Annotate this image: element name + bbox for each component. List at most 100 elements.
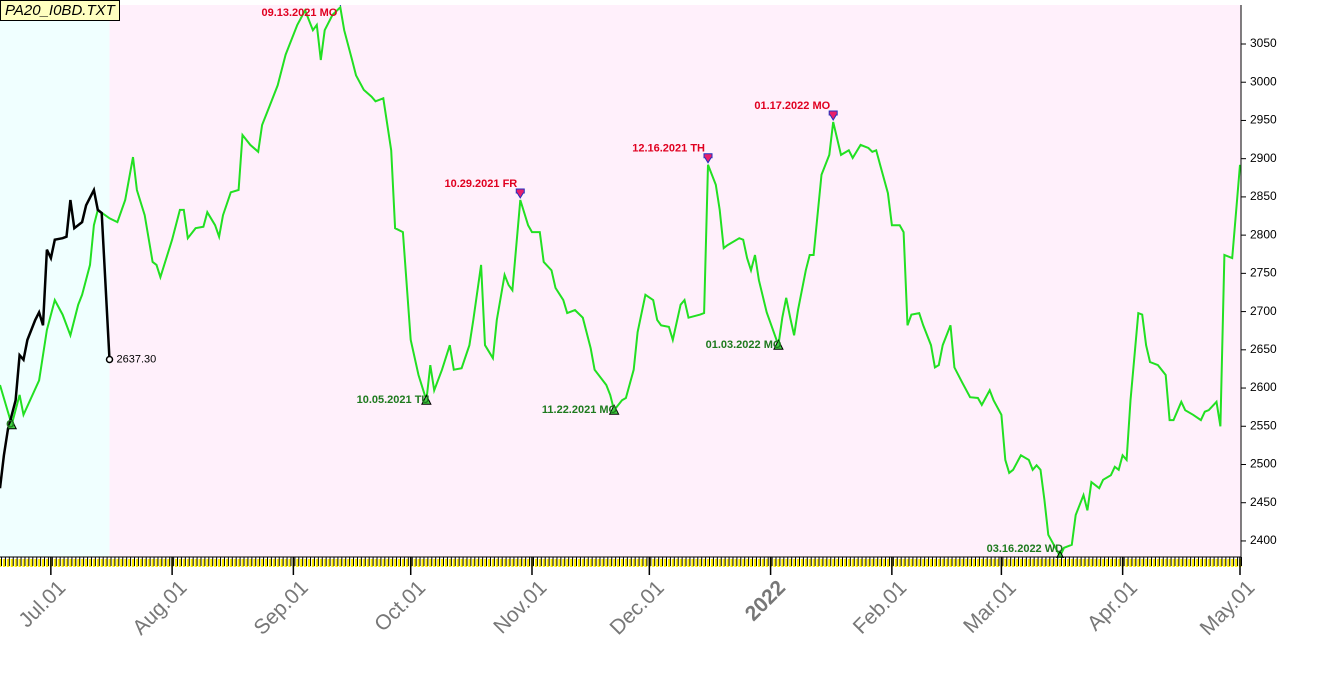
day-tick [902,559,906,567]
day-tick [401,559,405,567]
day-tick [558,559,561,567]
day-tick [339,559,342,567]
day-tick [1133,559,1136,567]
day-tick [425,559,428,567]
day-tick [38,559,41,567]
day-tick [69,559,72,567]
day-tick [988,559,992,567]
day-tick [519,559,522,567]
day-tick [26,559,29,567]
x-tick-label: Aug.01 [128,576,191,639]
day-tick [1062,559,1066,567]
day-tick [253,559,256,567]
day-tick [1059,559,1062,567]
day-tick [296,559,299,567]
day-tick [581,559,585,567]
day-tick [636,559,640,567]
day-tick [1055,559,1058,567]
day-tick [276,559,280,567]
peak-label: 12.16.2021 TH [632,143,705,155]
day-tick [523,559,526,567]
trough-label: 03.16.2022 WD [987,543,1063,555]
trough-marker [6,418,18,430]
day-tick [378,559,381,567]
day-tick [534,559,538,567]
day-tick [135,559,139,567]
day-tick [965,559,968,567]
day-tick [104,559,108,567]
day-tick [710,559,714,567]
day-tick [417,559,421,567]
day-tick [1184,559,1187,567]
day-tick [1004,559,1007,567]
day-tick [257,559,260,567]
day-tick [976,559,980,567]
day-tick [879,559,882,567]
day-tick [343,559,346,567]
day-tick [1192,559,1195,567]
x-tick-label: Dec.01 [605,576,668,639]
day-tick [683,559,687,567]
day-tick [284,559,288,567]
day-tick [929,559,933,567]
day-tick [546,559,550,567]
day-tick [601,559,604,567]
day-tick [1235,559,1238,567]
day-tick [605,559,608,567]
day-tick [973,559,976,567]
day-tick [937,559,941,567]
trough-marker [1056,550,1065,558]
day-tick [178,559,182,567]
day-tick [241,559,245,567]
x-tick-label: Jul.01 [14,576,70,632]
y-tick-label: 2700 [1250,304,1277,318]
day-tick [875,559,878,567]
day-tick [210,559,213,567]
day-tick [765,559,769,567]
day-tick [1137,559,1140,567]
x-tick-label: Nov.01 [489,576,551,638]
day-tick [507,559,511,567]
day-tick [1078,559,1082,567]
day-tick [1113,559,1117,567]
day-tick [883,559,886,567]
day-tick [707,559,710,567]
day-tick [1086,559,1089,567]
day-tick [1199,559,1203,567]
day-tick [1074,559,1078,567]
day-tick [421,559,424,567]
day-tick [327,559,331,567]
day-tick [437,559,440,567]
day-tick [609,559,612,567]
day-tick [182,559,186,567]
day-tick [1188,559,1191,567]
day-tick [468,559,471,567]
day-tick [1019,559,1023,567]
x-tick-label: Sep.01 [250,576,313,639]
day-tick [476,559,479,567]
day-tick [969,559,972,567]
day-tick [1227,559,1230,567]
day-tick [85,559,88,567]
day-tick [159,559,162,567]
day-tick [77,559,80,567]
day-tick [308,559,311,567]
day-tick [92,559,96,567]
trough-marker [421,394,432,405]
day-tick [843,559,847,567]
day-tick [718,559,722,567]
day-tick [714,559,718,567]
day-tick [1215,559,1219,567]
day-tick [914,559,917,567]
day-tick [562,559,565,567]
day-tick [574,559,577,567]
day-tick [1090,559,1093,567]
day-tick [785,559,788,567]
day-tick [194,559,198,567]
day-tick [656,559,659,567]
day-tick [151,559,155,567]
day-tick [945,559,949,567]
day-tick [593,559,597,567]
x-tick-label: Feb.01 [849,576,912,639]
